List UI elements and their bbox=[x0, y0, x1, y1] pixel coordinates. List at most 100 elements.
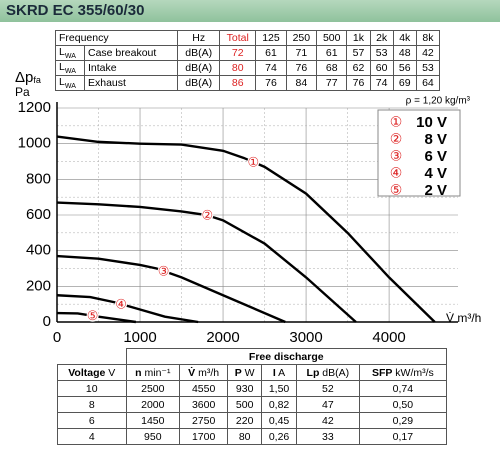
value-cell: 8 bbox=[57, 396, 127, 413]
symbol-cell: LWA bbox=[55, 44, 85, 62]
value-cell: 33 bbox=[295, 428, 360, 445]
symbol: L bbox=[59, 76, 65, 89]
value-cell: 84 bbox=[285, 75, 318, 92]
y-axis-label: Δpfa bbox=[15, 69, 41, 86]
value-cell: 52 bbox=[295, 380, 360, 397]
group-row: Free discharge bbox=[58, 348, 448, 365]
note: ρ = 1,20 kg/m³ bbox=[406, 96, 471, 107]
y-tick-label: 600 bbox=[26, 206, 51, 223]
curve-marker: ⑤ bbox=[87, 308, 99, 323]
legend-marker: ② bbox=[390, 131, 403, 147]
header-unit: W bbox=[244, 366, 255, 379]
header-unit: V bbox=[108, 366, 116, 379]
header-cell: P W bbox=[227, 364, 263, 381]
value-cell: 3600 bbox=[179, 396, 229, 413]
value-cell: 0,29 bbox=[358, 412, 448, 429]
curve-marker-bg bbox=[115, 298, 128, 311]
row: LWA Exhaust dB(A) 86 76 84 77 76 74 69 64 bbox=[55, 75, 441, 92]
value-cell: 2000 bbox=[125, 396, 181, 413]
value-cell: 2750 bbox=[179, 412, 229, 429]
x-tick-label: 1000 bbox=[123, 329, 156, 345]
symbol-sub: WA bbox=[64, 68, 76, 76]
curve-marker: ③ bbox=[158, 263, 170, 278]
curve-marker: ② bbox=[201, 208, 213, 223]
header-name: Voltage bbox=[68, 366, 106, 379]
value-cell: 0,45 bbox=[261, 412, 297, 429]
curve-marker: ① bbox=[247, 154, 259, 169]
value-cell: 4550 bbox=[179, 380, 229, 397]
value-cell: 930 bbox=[227, 380, 263, 397]
row: 8 2000 3600 500 0,82 47 0,50 bbox=[57, 396, 448, 413]
legend-label: 4 V bbox=[424, 165, 447, 182]
header-unit: m³/h bbox=[198, 366, 220, 379]
value-cell: 76 bbox=[346, 75, 371, 92]
curve-marker-bg bbox=[201, 209, 214, 222]
header-unit: kW/m³/s bbox=[395, 366, 434, 379]
row: 10 2500 4550 930 1,50 52 0,74 bbox=[57, 380, 448, 397]
y-unit: Pa bbox=[15, 85, 30, 99]
symbol-sub: WA bbox=[64, 83, 76, 91]
value-cell: 1450 bbox=[125, 412, 181, 429]
header-name: I bbox=[272, 366, 276, 379]
header-name: Lp bbox=[306, 366, 320, 379]
value-cell: 47 bbox=[295, 396, 360, 413]
curve bbox=[56, 294, 199, 324]
curve-marker-bg bbox=[157, 265, 170, 278]
header-cell: V̇ m³/h bbox=[179, 364, 229, 381]
value-cell: 77 bbox=[316, 75, 348, 92]
x-tick-label: 0 bbox=[53, 329, 61, 345]
header-name: n bbox=[135, 366, 142, 379]
header-name: P bbox=[234, 366, 242, 379]
value-cell: 64 bbox=[415, 75, 441, 92]
legend-marker: ⑤ bbox=[390, 182, 403, 198]
y-tick-label: 1000 bbox=[18, 135, 51, 152]
y-tick-label: 800 bbox=[26, 170, 51, 187]
curve bbox=[56, 254, 286, 324]
y-tick-label: 400 bbox=[26, 242, 51, 259]
name-cell: Exhaust bbox=[83, 75, 179, 92]
row: LWA Case breakout dB(A) 72 61 71 61 57 53 48 42 bbox=[55, 44, 441, 62]
x-tick-label: 3000 bbox=[289, 329, 322, 345]
y-tick-label: 0 bbox=[43, 313, 51, 330]
value-cell: 42 bbox=[295, 412, 360, 429]
x-tick-label: 2000 bbox=[206, 329, 239, 345]
row: 6 1450 2750 220 0,45 42 0,29 bbox=[57, 412, 448, 429]
curve bbox=[56, 135, 436, 323]
curve-marker-bg bbox=[247, 156, 260, 169]
value-cell: 0,26 bbox=[261, 428, 297, 445]
x-tick-label: 4000 bbox=[372, 329, 405, 345]
legend-marker: ④ bbox=[390, 165, 403, 181]
value-cell: 220 bbox=[227, 412, 263, 429]
value-cell: 1,50 bbox=[261, 380, 297, 397]
header-name: SFP bbox=[371, 366, 393, 379]
header-cell: Lp dB(A) bbox=[295, 364, 360, 381]
value-cell: 10 bbox=[57, 380, 127, 397]
value-cell: 0,50 bbox=[358, 396, 448, 413]
header-cell: I A bbox=[261, 364, 297, 381]
symbol-cell: LWA bbox=[55, 75, 85, 92]
y-tick-label: 1200 bbox=[18, 99, 51, 116]
value-cell: 0,74 bbox=[358, 380, 448, 397]
header-title: SKRD EC 355/60/30 bbox=[0, 0, 500, 22]
legend-marker: ③ bbox=[390, 148, 403, 164]
legend-marker: ① bbox=[390, 114, 403, 130]
value-cell: 80 bbox=[227, 428, 263, 445]
value-cell: 0,82 bbox=[261, 396, 297, 413]
value-cell: 1700 bbox=[179, 428, 229, 445]
chart: 0 1000 2000 3000 4000 0 200 400 600 800 1000 1200 Δp… bbox=[15, 69, 481, 345]
header-unit: min⁻¹ bbox=[144, 366, 171, 379]
curve-marker: ④ bbox=[115, 297, 127, 312]
value-cell: 0,17 bbox=[358, 428, 448, 445]
value-cell: 500 bbox=[227, 396, 263, 413]
row: 4 950 1700 80 0,26 33 0,17 bbox=[57, 428, 448, 445]
symbol: L bbox=[59, 61, 65, 74]
sound-table: Frequency Hz Total 125 250 500 1k 2k 4k 8k LWA Case… bbox=[54, 30, 441, 92]
header-cell: SFP kW/m³/s bbox=[358, 364, 448, 381]
header-cell: Voltage V bbox=[57, 364, 127, 381]
header-unit: A bbox=[278, 366, 286, 379]
header-unit: dB(A) bbox=[322, 366, 350, 379]
y-tick-label: 200 bbox=[26, 277, 51, 294]
